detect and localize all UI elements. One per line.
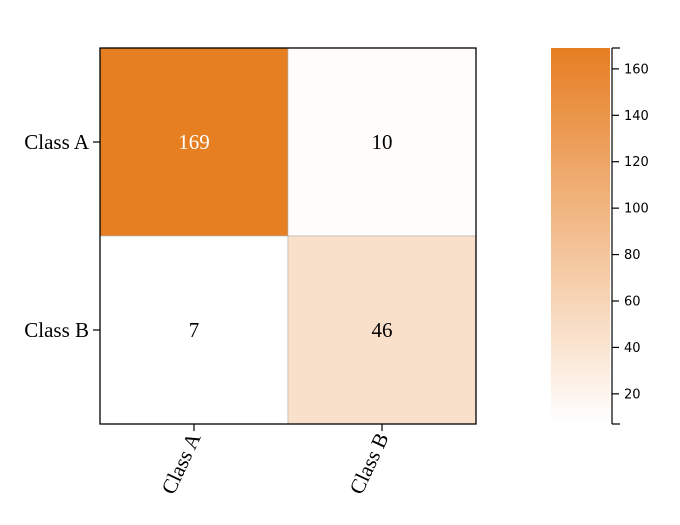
column-labels: Class A Class B bbox=[156, 424, 394, 498]
heatmap-cell bbox=[287, 47, 477, 237]
heatmap-cell bbox=[99, 47, 289, 237]
colorbar-tick-label: 140 bbox=[624, 109, 649, 124]
colorbar-tick-label: 40 bbox=[624, 341, 641, 356]
colorbar-ticks: 20 40 60 80 100 120 140 160 bbox=[612, 62, 649, 402]
colorbar: 20 40 60 80 100 120 140 160 bbox=[551, 47, 649, 425]
colorbar-tick-label: 160 bbox=[624, 62, 649, 77]
colorbar-tick-label: 80 bbox=[624, 248, 641, 263]
row-label: Class B bbox=[24, 318, 89, 342]
cell-value-label: 169 bbox=[178, 130, 210, 154]
colorbar-tick-label: 100 bbox=[624, 202, 649, 217]
heatmap-cells: 169 10 7 46 bbox=[99, 47, 477, 425]
plot-frame bbox=[99, 47, 477, 425]
colorbar-tick-label: 60 bbox=[624, 294, 641, 309]
cell-value-label: 46 bbox=[372, 318, 393, 342]
heatmap-cell bbox=[287, 235, 477, 425]
heatmap-cell bbox=[99, 235, 289, 425]
colorbar-gradient bbox=[551, 48, 610, 424]
column-label: Class B bbox=[344, 429, 393, 498]
colorbar-tick-label: 120 bbox=[624, 155, 649, 170]
row-labels: Class A Class B bbox=[24, 130, 100, 342]
column-label: Class A bbox=[156, 428, 205, 498]
row-label: Class A bbox=[24, 130, 90, 154]
cell-value-label: 10 bbox=[372, 130, 393, 154]
colorbar-tick-label: 20 bbox=[624, 387, 641, 402]
cell-value-label: 7 bbox=[189, 318, 200, 342]
